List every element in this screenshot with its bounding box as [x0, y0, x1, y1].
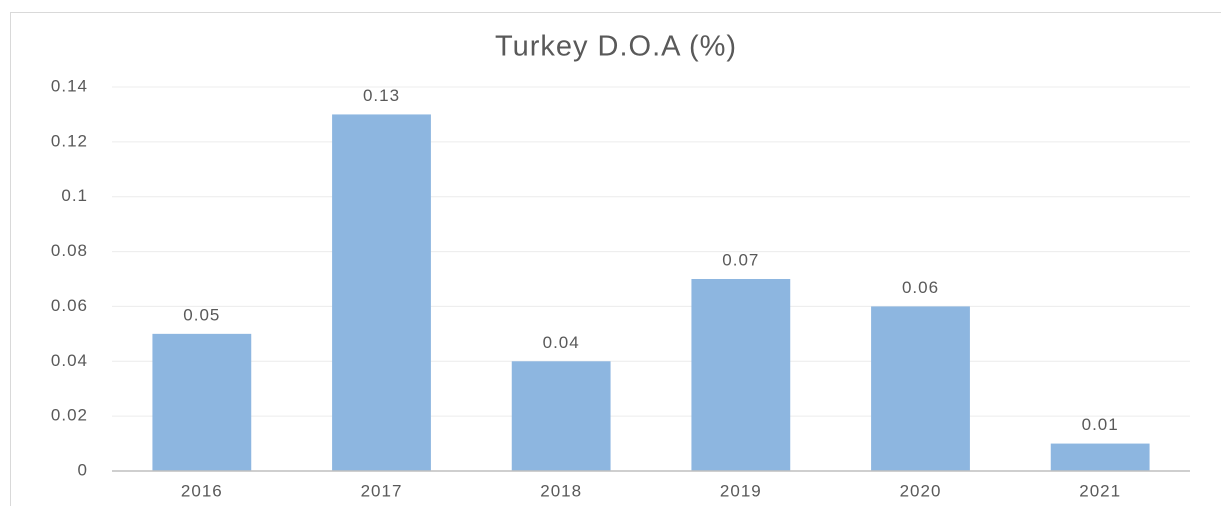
y-tick-label: 0.06 [51, 296, 88, 315]
bar [152, 333, 252, 471]
x-tick-label: 2020 [900, 481, 942, 500]
y-tick-label: 0.12 [51, 131, 88, 150]
chart-title: Turkey D.O.A (%) [495, 31, 737, 63]
bar [1050, 443, 1150, 471]
x-tick-label: 2018 [540, 481, 582, 500]
x-tick-label: 2016 [181, 481, 223, 500]
bar [511, 361, 611, 471]
x-tick-label: 2017 [361, 481, 403, 500]
x-tick-label: 2019 [720, 481, 762, 500]
y-tick-label: 0.1 [61, 186, 88, 205]
chart-frame [10, 12, 1221, 506]
data-label: 0.05 [183, 305, 220, 324]
y-tick-label: 0 [78, 460, 88, 479]
data-label: 0.07 [722, 250, 759, 269]
data-label: 0.01 [1082, 415, 1119, 434]
bar [332, 114, 431, 471]
y-tick-label: 0.08 [51, 241, 88, 260]
y-tick-label: 0.02 [51, 406, 88, 425]
data-label: 0.04 [543, 333, 580, 352]
bar [871, 306, 970, 471]
bar [691, 279, 791, 471]
data-label: 0.13 [363, 86, 400, 105]
x-tick-label: 2021 [1079, 481, 1121, 500]
y-tick-label: 0.04 [51, 351, 88, 370]
data-label: 0.06 [902, 278, 939, 297]
y-tick-label: 0.14 [51, 76, 88, 95]
